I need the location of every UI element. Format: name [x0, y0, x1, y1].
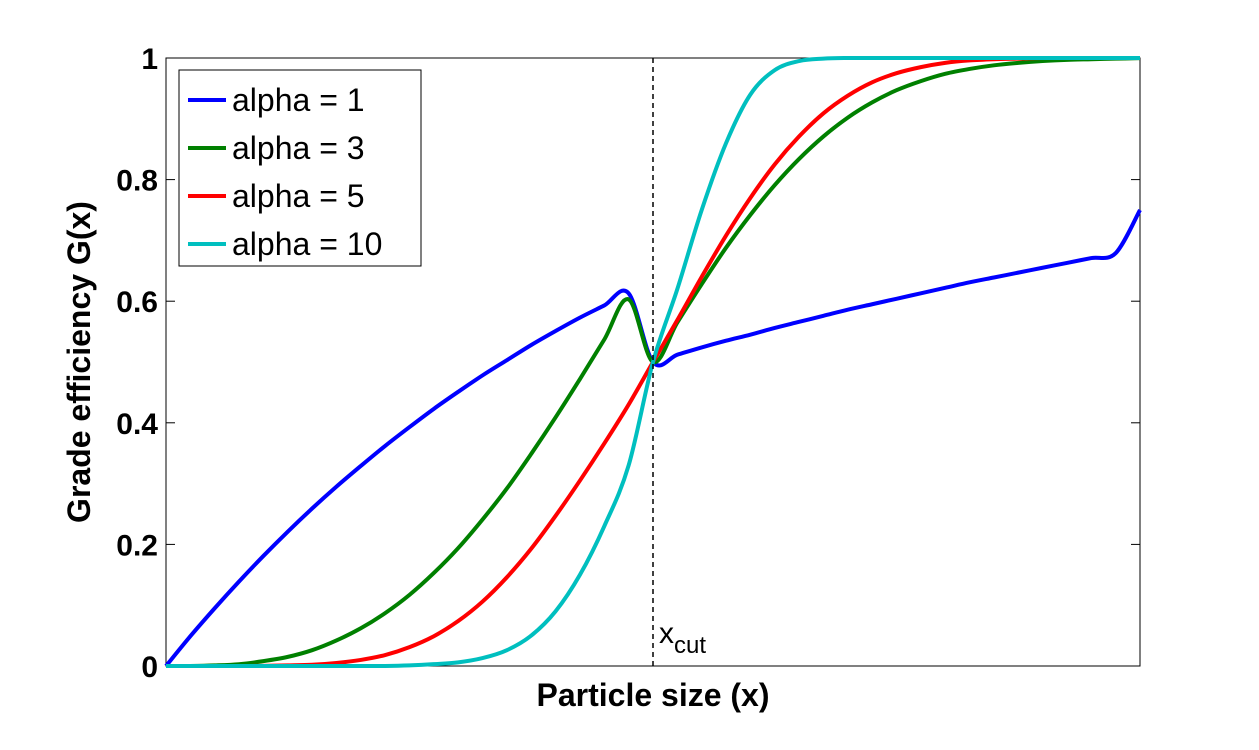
y-tick-label: 0.6 [116, 286, 158, 319]
series-lines [164, 55, 1142, 669]
legend-label-1: alpha = 1 [232, 82, 365, 118]
y-tick-labels: 0 0.2 0.4 0.6 0.8 1 [116, 43, 158, 684]
x-axis-title: Particle size (x) [537, 677, 770, 713]
y-tick-label: 0.4 [116, 408, 158, 441]
legend-label-2: alpha = 3 [232, 130, 365, 166]
legend-box [178, 69, 422, 267]
y-tick-label: 0.2 [116, 529, 158, 562]
tick-marks [166, 57, 1140, 667]
x-cut-label: xcut [659, 617, 706, 659]
y-tick-label: 1 [141, 43, 158, 76]
y-tick-label: 0.8 [116, 165, 158, 198]
legend: alpha = 1 alpha = 3 alpha = 5 alpha = 10 [178, 69, 422, 267]
legend-label-4: alpha = 10 [232, 226, 382, 262]
x-cut-label-sub: cut [674, 632, 706, 659]
x-cut-label-main: x [659, 617, 674, 650]
legend-label-3: alpha = 5 [232, 178, 365, 214]
y-axis-title: Grade efficiency G(x) [61, 201, 97, 523]
annotations: xcut [652, 58, 706, 666]
y-tick-label: 0 [141, 651, 158, 684]
series-line-4 [165, 55, 1140, 669]
